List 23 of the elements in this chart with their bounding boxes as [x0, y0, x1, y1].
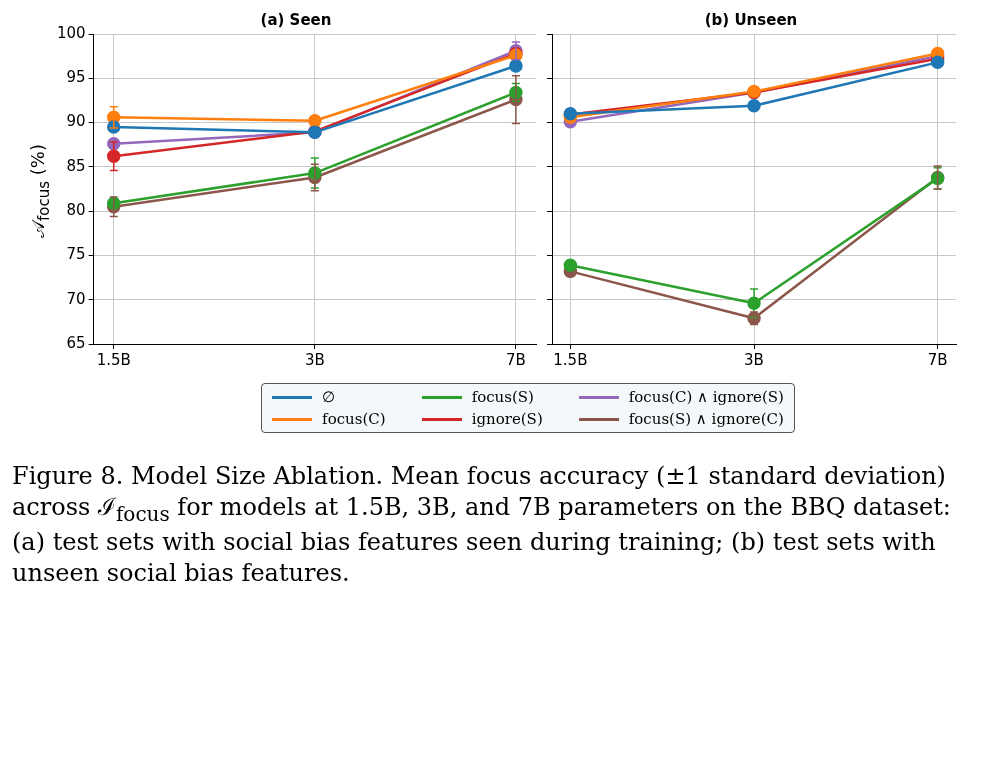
chart-title: (a) Seen: [260, 10, 332, 29]
x-tick-label: 7B: [927, 350, 948, 369]
x-tick-label: 1.5B: [96, 350, 131, 369]
x-tick-label: 3B: [304, 350, 325, 369]
legend-label: ∅: [322, 388, 336, 406]
y-tick-label: 90: [66, 112, 86, 131]
legend-label: ignore(S): [471, 410, 543, 428]
y-tick-label: 75: [66, 245, 86, 264]
legend-label: focus(S) ∧ ignore(C): [628, 410, 784, 428]
y-tick-label: 95: [66, 68, 86, 87]
x-tick-label: 1.5B: [553, 350, 588, 369]
y-tick-label: 70: [66, 289, 86, 308]
y-tick-label: 80: [66, 201, 86, 220]
x-tick-label: 7B: [505, 350, 526, 369]
x-tick-label: 3B: [744, 350, 764, 369]
legend-label: focus(C): [322, 410, 386, 428]
y-tick-label: 100: [56, 23, 86, 42]
y-tick-label: 65: [66, 333, 86, 352]
legend-label: focus(S): [471, 388, 534, 406]
chart-title: (b) Unseen: [704, 10, 798, 29]
caption: Figure 8. Model Size Ablation. Mean focus accuracy (±1 standard deviation) across ℐ$_{focus}$ for models at 1.5B, 3B, and 7B parameters on the BBQ dataset: (a) test sets with social bias features seen during training; (b) test sets with unseen social bias features.: [12, 461, 952, 590]
y-tick-label: 85: [66, 156, 86, 175]
legend-label: focus(C) ∧ ignore(S): [628, 388, 784, 406]
